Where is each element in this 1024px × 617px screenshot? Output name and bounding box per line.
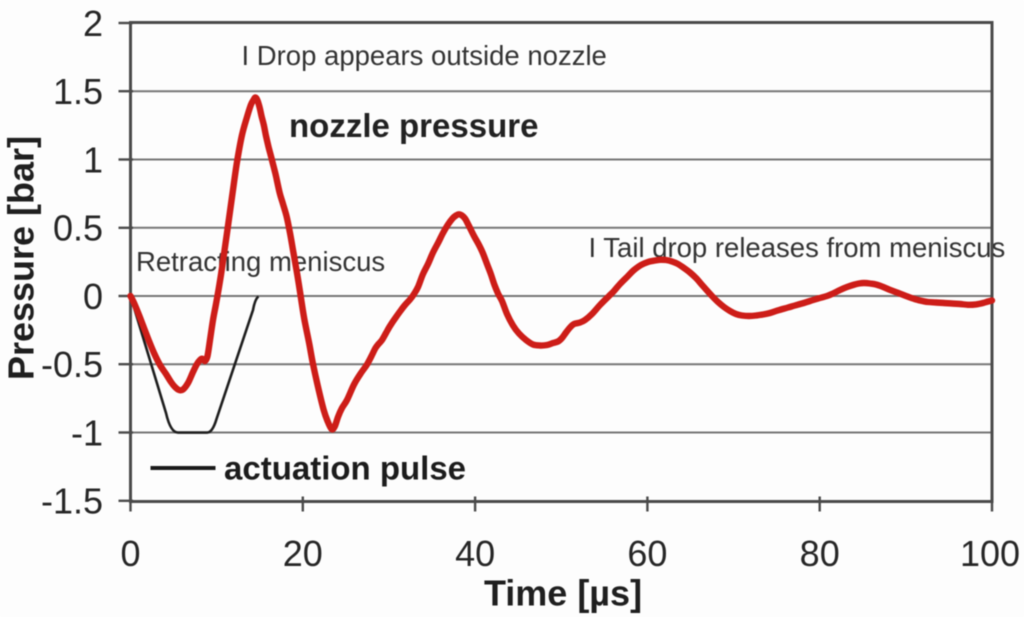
svg-text:1.5: 1.5 <box>53 71 103 112</box>
svg-text:0: 0 <box>120 533 140 574</box>
svg-text:0.5: 0.5 <box>53 208 103 249</box>
svg-text:-0.5: -0.5 <box>41 344 103 385</box>
svg-text:80: 80 <box>800 533 840 574</box>
svg-text:0: 0 <box>83 276 103 317</box>
svg-text:40: 40 <box>455 533 495 574</box>
svg-text:Retracting meniscus: Retracting meniscus <box>136 246 385 277</box>
svg-text:100: 100 <box>960 533 1020 574</box>
svg-text:60: 60 <box>627 533 667 574</box>
svg-text:I Drop appears outside nozzle: I Drop appears outside nozzle <box>242 40 607 71</box>
svg-text:-1.5: -1.5 <box>41 481 103 522</box>
svg-text:-1: -1 <box>71 412 103 453</box>
svg-text:Time [µs]: Time [µs] <box>484 573 642 614</box>
svg-text:2: 2 <box>83 3 103 44</box>
svg-text:1: 1 <box>83 139 103 180</box>
svg-text:nozzle pressure: nozzle pressure <box>289 107 538 144</box>
svg-text:20: 20 <box>283 533 323 574</box>
svg-text:Pressure [bar]: Pressure [bar] <box>1 136 42 380</box>
svg-text:actuation pulse: actuation pulse <box>224 450 466 487</box>
